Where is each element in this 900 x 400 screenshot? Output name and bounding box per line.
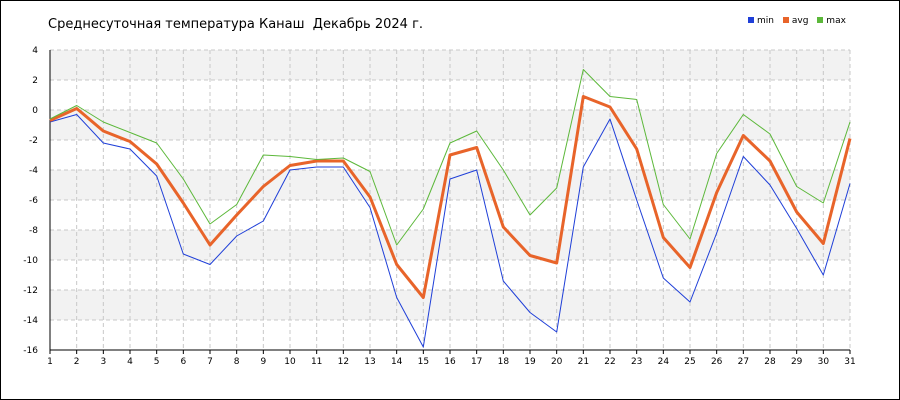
y-tick-label: -8 <box>29 226 38 236</box>
x-tick-label: 2 <box>74 357 80 367</box>
legend-label-min: min <box>757 16 774 26</box>
series-line-avg <box>49 95 852 299</box>
x-tick-label: 26 <box>711 357 723 367</box>
legend-item-max: max <box>817 16 846 26</box>
x-tick-labels: 1 2 3 4 5 6 7 8 9 10 11 12 13 14 15 16 17 18 19 20 21 22 23 24 2… <box>47 357 856 367</box>
legend-swatch-min <box>748 17 754 23</box>
legend-item-avg: avg <box>782 16 809 26</box>
y-tick-label: 2 <box>32 76 38 86</box>
series-lines <box>49 69 852 348</box>
x-tick-label: 9 <box>260 357 266 367</box>
x-tick-label: 4 <box>127 357 133 367</box>
y-tick-label: -2 <box>29 136 38 146</box>
chart-title: Среднесуточная температура Канаш Декабрь… <box>48 17 424 32</box>
x-tick-label: 3 <box>100 357 106 367</box>
x-tick-label: 13 <box>364 357 375 367</box>
legend-swatch-max <box>817 17 824 23</box>
x-tick-label: 22 <box>604 357 615 367</box>
x-tick-label: 31 <box>844 357 855 367</box>
x-tick-label: 25 <box>684 357 695 367</box>
legend-label-avg: avg <box>791 16 809 26</box>
x-tick-label: 1 <box>47 357 53 367</box>
legend: min avg max <box>748 16 852 26</box>
x-tick-label: 11 <box>311 357 322 367</box>
y-tick-label: -12 <box>23 286 38 296</box>
x-tick-label: 18 <box>498 357 510 367</box>
x-tick-label: 5 <box>154 357 160 367</box>
y-tick-label: 4 <box>32 46 38 56</box>
x-tick-label: 23 <box>631 357 642 367</box>
x-tick-label: 15 <box>418 357 429 367</box>
legend-swatch-avg <box>782 17 789 23</box>
x-tick-label: 16 <box>444 357 456 367</box>
x-tick-label: 28 <box>764 357 776 367</box>
series-line-max <box>49 69 851 246</box>
legend-label-max: max <box>826 16 846 26</box>
x-tick-label: 14 <box>391 357 403 367</box>
x-tick-label: 12 <box>338 357 349 367</box>
x-tick-label: 21 <box>578 357 589 367</box>
axes <box>49 50 851 354</box>
series-line-min <box>49 114 851 348</box>
y-tick-label: -14 <box>23 316 38 326</box>
y-tick-label: -4 <box>29 166 38 176</box>
y-tick-label: -6 <box>29 196 38 206</box>
y-tick-label: 0 <box>32 106 38 116</box>
y-tick-label: -16 <box>23 346 38 356</box>
x-tick-label: 8 <box>234 357 240 367</box>
x-tick-label: 27 <box>738 357 749 367</box>
x-tick-label: 17 <box>471 357 482 367</box>
x-tick-label: 29 <box>791 357 803 367</box>
x-tick-label: 30 <box>818 357 830 367</box>
x-tick-label: 20 <box>551 357 563 367</box>
y-tick-label: -10 <box>23 256 38 266</box>
x-tick-label: 10 <box>284 357 296 367</box>
x-tick-label: 7 <box>207 357 213 367</box>
x-tick-label: 19 <box>524 357 536 367</box>
y-tick-labels: 4 2 0 -2 -4 -6 -8 -10 -12 -14 -16 <box>23 46 38 356</box>
legend-item-min: min <box>748 16 774 26</box>
x-tick-label: 6 <box>180 357 186 367</box>
x-tick-label: 24 <box>658 357 670 367</box>
